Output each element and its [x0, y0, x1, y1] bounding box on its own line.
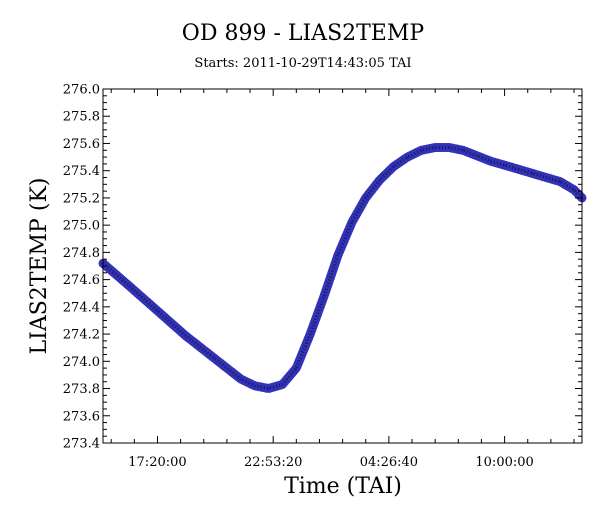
- data-point: [475, 154, 478, 157]
- data-point: [559, 180, 562, 183]
- y-tick-label: 273.6: [63, 409, 100, 424]
- data-point: [156, 309, 159, 312]
- data-point: [420, 149, 423, 152]
- data-series: [98, 143, 587, 393]
- x-tick-label: 22:53:20: [244, 455, 302, 470]
- data-point: [406, 156, 409, 159]
- data-point: [239, 377, 242, 381]
- y-tick-label: 275.2: [63, 191, 100, 206]
- x-axis: 17:20:00 22:53:20 04:26:40 10:00:00: [110, 89, 575, 470]
- y-axis-title: LIAS2TEMP (K): [27, 178, 52, 355]
- y-tick-label: 274.2: [63, 328, 100, 343]
- data-point: [323, 294, 326, 298]
- data-point: [448, 146, 451, 149]
- data-point: [572, 188, 576, 191]
- y-tick-label: 274.6: [63, 273, 100, 288]
- y-tick-label: 275.4: [63, 164, 100, 179]
- y-tick-label: 274.4: [63, 300, 100, 315]
- y-tick-label: 276.0: [63, 83, 100, 98]
- data-point: [531, 172, 534, 175]
- data-point: [309, 333, 312, 336]
- y-tick-label: 274.8: [63, 246, 100, 261]
- data-point: [545, 176, 548, 179]
- plot-frame: [102, 88, 583, 444]
- data-point: [253, 384, 256, 387]
- data-point: [364, 196, 367, 199]
- y-tick-label: 273.8: [63, 382, 100, 397]
- data-point: [211, 356, 215, 359]
- y-tick-label: 274.0: [63, 355, 100, 370]
- y-tick-label: 273.4: [63, 437, 100, 452]
- x-axis-title: Time (TAI): [284, 474, 402, 499]
- data-point: [184, 334, 187, 337]
- data-point: [336, 254, 340, 257]
- series-band: [98, 143, 587, 393]
- y-tick-label: 275.8: [63, 110, 100, 125]
- x-tick-label: 10:00:00: [475, 455, 533, 470]
- data-point: [392, 165, 395, 168]
- data-point: [503, 164, 506, 167]
- data-point: [489, 160, 492, 163]
- x-tick-label: 17:20:00: [128, 455, 186, 470]
- data-point: [378, 179, 381, 182]
- chart-subtitle: Starts: 2011-10-29T14:43:05 TAI: [194, 56, 411, 71]
- y-tick-label: 275.0: [63, 219, 100, 234]
- data-point: [128, 285, 131, 288]
- data-point: [461, 149, 464, 152]
- y-axis: 273.4 273.6 273.8 274.0 274.2 274.4 274.6 274.8…: [63, 83, 582, 452]
- series-core: [102, 146, 584, 391]
- x-tick-label: 04:26:40: [360, 455, 418, 470]
- data-point: [267, 387, 270, 390]
- data-point: [295, 367, 298, 370]
- data-point: [350, 221, 353, 224]
- y-tick-label: 275.6: [63, 137, 100, 152]
- data-point: [517, 168, 520, 171]
- chart-title: OD 899 - LIAS2TEMP: [182, 21, 425, 46]
- data-point: [434, 146, 437, 149]
- data-point: [281, 383, 284, 386]
